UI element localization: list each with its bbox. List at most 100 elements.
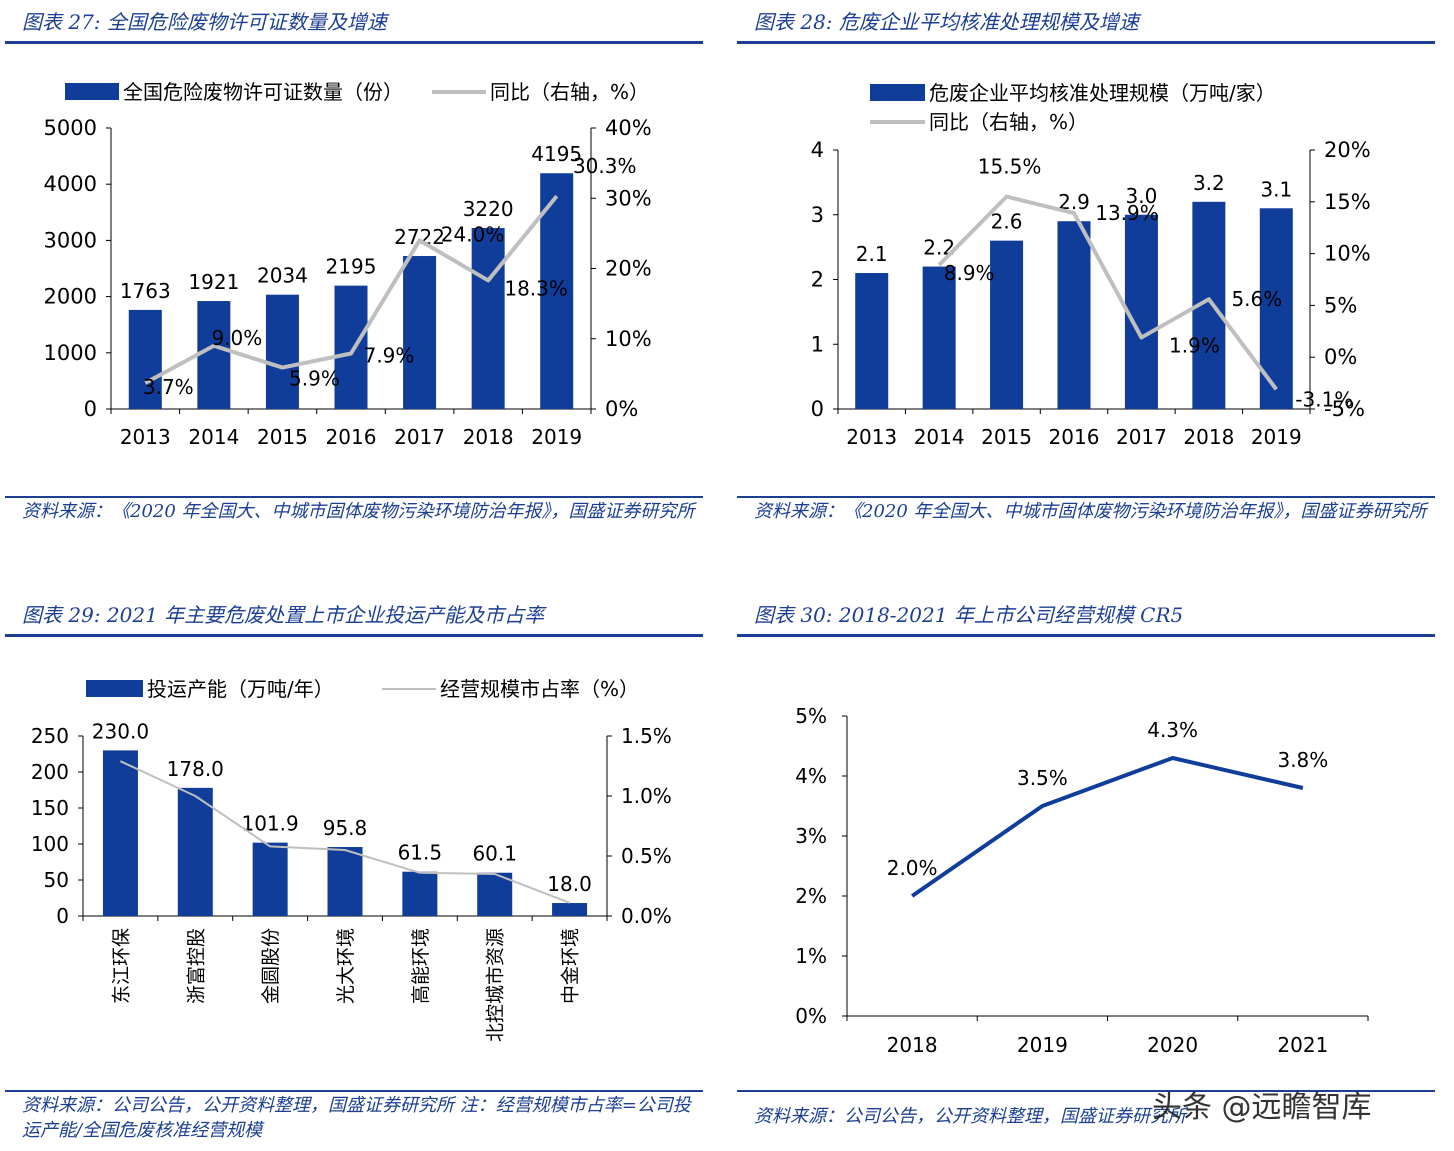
x-category-label: 2017 — [1116, 425, 1167, 449]
bar — [1057, 221, 1091, 409]
bar-value-label: 3.2 — [1193, 171, 1225, 195]
left-tick-label: 5% — [795, 704, 827, 728]
left-tick-label: 0 — [84, 397, 97, 421]
bar-value-label: 95.8 — [323, 816, 368, 840]
left-tick-label: 3 — [811, 203, 824, 227]
line-value-label: 3.8% — [1277, 748, 1328, 772]
left-tick-label: 2 — [811, 268, 824, 292]
line-value-label: 3.7% — [143, 375, 194, 399]
line-value-label: 15.5% — [978, 155, 1042, 179]
fig27-source-rule — [5, 496, 703, 498]
bar-value-label: 230.0 — [92, 719, 149, 743]
right-tick-label: 10% — [1324, 242, 1371, 266]
bar — [477, 872, 513, 916]
x-category-label: 高能环境 — [410, 928, 432, 1004]
bar — [471, 228, 505, 409]
fig27-source: 资料来源：《2020 年全国大、中城市固体废物污染环境防治年报》，国盛证券研究所 — [22, 501, 695, 522]
fig28-source-rule — [737, 496, 1435, 498]
line-value-label: 13.9% — [1095, 201, 1159, 225]
x-category-label: 2014 — [188, 425, 239, 449]
left-tick-label: 4% — [795, 764, 827, 788]
x-category-label: 金圆股份 — [260, 928, 282, 1004]
fig29-title-rule — [5, 634, 703, 637]
left-tick-label: 4 — [811, 138, 824, 162]
right-tick-label: 0% — [605, 397, 638, 421]
bar-value-label: 2.6 — [991, 210, 1023, 234]
fig28-title: 图表 28: 危废企业平均核准处理规模及增速 — [754, 10, 1139, 34]
fig29-chart: 0 50 100 150 200 250 0.0% 0.5% 1.0% 1.5% 东江环保 浙富控股 金… — [31, 677, 672, 1042]
bar-value-label: 101.9 — [242, 812, 299, 836]
line-value-label: 7.9% — [364, 344, 415, 368]
right-tick-label: 0.0% — [621, 904, 672, 928]
fig27-title: 图表 27: 全国危险废物许可证数量及增速 — [22, 10, 387, 34]
right-tick-label: 40% — [605, 116, 652, 140]
bar — [402, 871, 438, 916]
line-value-label: 5.6% — [1231, 287, 1282, 311]
x-category-label: 2016 — [1049, 425, 1100, 449]
cr5-line — [910, 756, 1304, 898]
x-category-label: 浙富控股 — [185, 928, 207, 1004]
x-category-label: 2019 — [1017, 1033, 1068, 1057]
x-category-label: 2021 — [1277, 1033, 1328, 1057]
right-tick-label: 30% — [605, 186, 652, 210]
bar — [855, 273, 889, 409]
bar — [252, 842, 288, 916]
bar — [1124, 214, 1158, 409]
line-value-label: -3.1% — [1295, 387, 1353, 411]
bar-value-label: 3220 — [463, 197, 514, 221]
yoy-line — [120, 760, 570, 904]
legend-label: 危废企业平均核准处理规模（万吨/家） — [929, 81, 1276, 105]
right-tick-label: 0% — [1324, 345, 1357, 369]
left-tick-label: 2% — [795, 884, 827, 908]
bar-value-label: 2722 — [394, 225, 445, 249]
bar — [334, 285, 368, 409]
right-tick-label: 1.0% — [621, 784, 672, 808]
line-value-label: 2.0% — [887, 856, 938, 880]
bar-value-label: 178.0 — [167, 757, 224, 781]
left-tick-label: 4000 — [44, 172, 97, 196]
yoy-line — [937, 194, 1278, 391]
bar — [327, 847, 363, 916]
bar-value-label: 2034 — [257, 264, 308, 288]
left-tick-label: 3% — [795, 824, 827, 848]
right-tick-label: 10% — [605, 327, 652, 351]
line-value-label: 9.0% — [211, 326, 262, 350]
bar — [552, 903, 588, 916]
bar — [102, 750, 138, 916]
bar-value-label: 3.0 — [1126, 184, 1158, 208]
x-category-label: 2014 — [914, 425, 965, 449]
line-value-label: 24.0% — [441, 222, 505, 246]
bar — [177, 787, 213, 916]
x-category-label: 2015 — [981, 425, 1032, 449]
right-tick-label: 0.5% — [621, 844, 672, 868]
fig30-title: 图表 30: 2018-2021 年上市公司经营规模 CR5 — [754, 603, 1184, 627]
x-category-label: 光大环境 — [335, 928, 357, 1004]
fig30-title-rule — [737, 634, 1435, 637]
left-tick-label: 0 — [811, 397, 824, 421]
bar-value-label: 4195 — [531, 142, 582, 166]
x-category-label: 2018 — [887, 1033, 938, 1057]
legend-label: 经营规模市占率（%） — [440, 677, 639, 701]
legend-label: 投运产能（万吨/年） — [147, 677, 334, 701]
line-value-label: 18.3% — [504, 276, 568, 300]
legend-label: 全国危险废物许可证数量（份） — [123, 80, 403, 104]
watermark: 头条 @远瞻智库 — [1152, 1090, 1372, 1125]
line-value-label: 4.3% — [1147, 718, 1198, 742]
left-tick-label: 50 — [44, 868, 69, 892]
fig27-title-rule — [5, 41, 703, 44]
legend-bar-swatch — [86, 680, 143, 697]
right-tick-label: -5% — [1324, 397, 1365, 421]
fig29-title: 图表 29: 2021 年主要危废处置上市企业投运产能及市占率 — [22, 603, 545, 627]
line-value-label: 3.5% — [1017, 766, 1068, 790]
x-category-label: 2020 — [1147, 1033, 1198, 1057]
fig30-chart: 0% 1% 2% 3% 4% 5% 2018 2019 2020 2021 2.0% 3.5% 4.3%… — [795, 704, 1369, 1057]
x-category-label: 2019 — [531, 425, 582, 449]
legend-bar-swatch — [65, 83, 119, 100]
legend-label: 同比（右轴，%） — [490, 80, 649, 104]
left-tick-label: 1000 — [44, 341, 97, 365]
x-category-label: 2013 — [846, 425, 897, 449]
fig29-source-rule — [5, 1090, 703, 1092]
legend-bar-swatch — [870, 84, 925, 101]
left-tick-label: 3000 — [44, 228, 97, 252]
yoy-line — [144, 194, 559, 385]
